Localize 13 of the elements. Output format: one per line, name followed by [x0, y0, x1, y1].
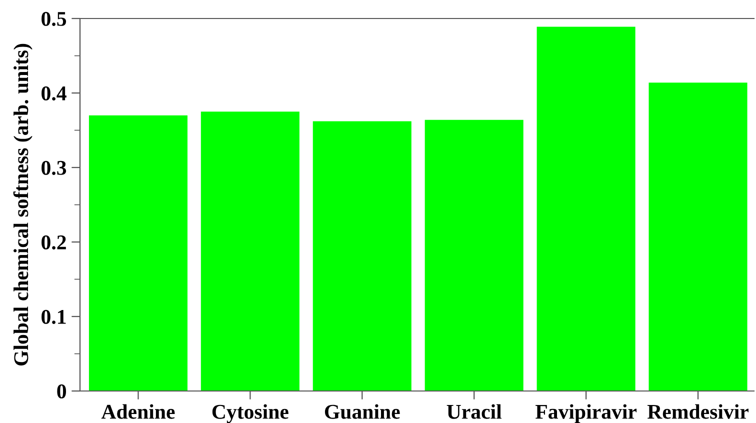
- y-tick-label: 0.5: [42, 12, 66, 26]
- y-tick-label: 0.3: [42, 160, 66, 176]
- y-tick-label: 0: [57, 384, 66, 398]
- x-tick-label: Uracil: [446, 404, 502, 419]
- y-tick-label: 0.4: [42, 86, 66, 101]
- y-axis-title: Global chemical softness (arb. units): [13, 44, 32, 366]
- x-tick-label: Favipiravir: [535, 404, 637, 423]
- x-tick-label: Guanine: [324, 404, 400, 419]
- x-tick-label: Cytosine: [212, 404, 288, 423]
- y-tick-label: 0.2: [42, 235, 66, 250]
- x-tick-label: Remdesivir: [647, 404, 748, 419]
- x-tick-label: Adenine: [101, 404, 175, 419]
- y-tick-label: 0.1: [42, 310, 66, 324]
